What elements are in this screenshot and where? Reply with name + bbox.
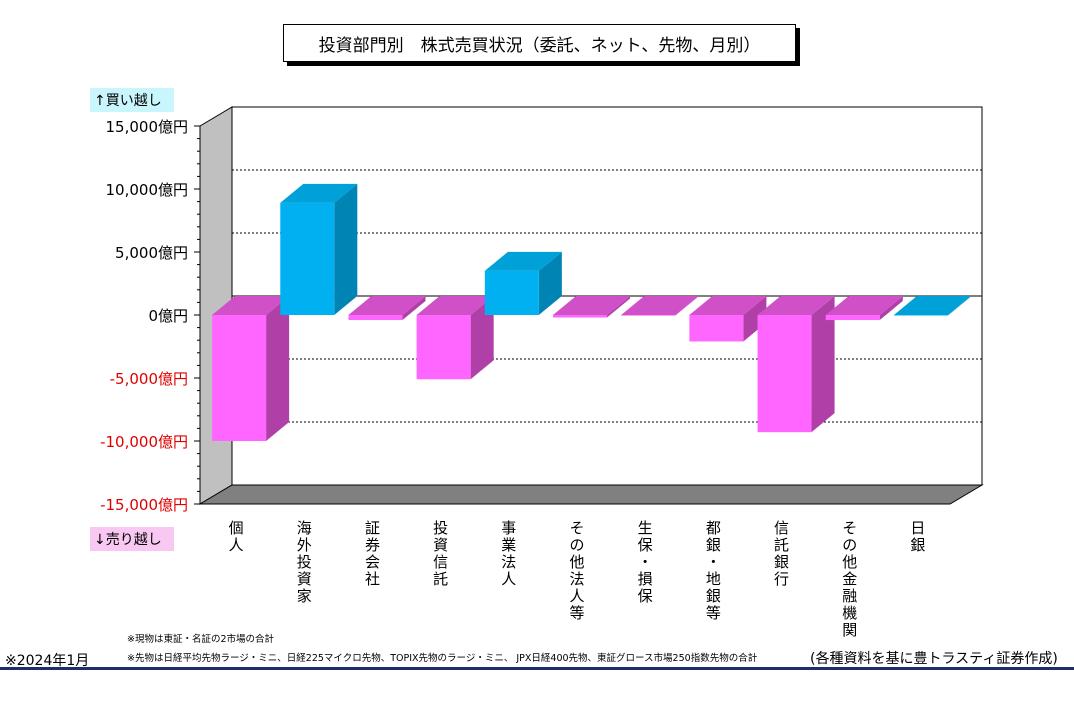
bar-1-top [280,183,358,203]
bar-0-top [212,296,290,315]
category-label: その他法人等 [569,519,584,622]
bar-8-top [757,296,835,315]
bar-1 [280,202,335,315]
category-label: 証券会社 [365,519,380,588]
bar-4-side [538,251,562,315]
category-label: 都銀・地銀等 [706,519,721,622]
y-tick-label: 5,000億円 [115,244,188,262]
bar-9-side [879,296,903,321]
bar-8 [757,315,812,433]
sell-label: ↓売り越し [90,527,174,551]
bar-6-top [621,296,699,315]
category-label: 海外投資家 [297,519,312,605]
bar-10 [893,315,948,316]
bottom-rule [0,667,1074,670]
bar-8-side [811,296,835,433]
bar-2-top [348,296,426,315]
bar-2 [348,315,403,321]
bar-6-side [675,296,699,316]
chart-title: 投資部門別 株式売買状況（委託、ネット、先物、月別） [283,24,796,62]
category-label: 投資信託 [433,519,448,588]
date-note: ※2024年1月 [5,653,90,669]
y-tick-label: -15,000億円 [100,496,188,514]
bar-7-top [689,296,767,315]
category-label: 生保・損保 [638,519,653,605]
y-tick-label: -5,000億円 [110,370,188,388]
bar-10-side [947,296,971,316]
y-tick-label: 0億円 [148,307,188,325]
bar-9-top [825,296,903,315]
bar-2-side [402,296,426,321]
bar-5 [553,315,607,318]
bar-5-top [553,296,631,315]
buy-label: ↑買い越し [90,88,174,112]
chart-floor [198,484,984,505]
y-tick-label: 10,000億円 [106,181,189,199]
category-label: 日銀 [910,519,925,554]
note-spot: ※現物は東証・名証の2市場の合計 [127,634,275,645]
bar-0 [212,315,267,441]
category-label: 個人 [229,519,244,554]
bar-0-side [266,296,290,441]
bar-5-side [607,296,631,318]
bar-4-top [484,251,562,271]
y-tick-label: -10,000億円 [100,433,188,451]
bar-10-top [893,296,971,315]
bar-4 [484,270,539,315]
bar-3 [416,315,471,380]
bar-6 [621,315,676,316]
category-label: 信託銀行 [774,519,789,588]
bar-7-side [743,296,767,342]
bar-3-side [470,296,494,380]
bar-3-top [416,296,494,315]
y-tick-label: 15,000億円 [106,118,189,136]
bar-7 [689,315,744,342]
category-label: その他金融機関 [842,519,857,639]
bar-1-side [334,183,358,315]
source-note: (各種資料を基に豊トラスティ証券作成) [810,651,1058,667]
category-label: 事業法人 [501,519,516,588]
note-futures: ※先物は日経平均先物ラージ・ミニ、日経225マイクロ先物、TOPIX先物のラージ… [127,653,758,664]
bar-9 [825,315,880,321]
